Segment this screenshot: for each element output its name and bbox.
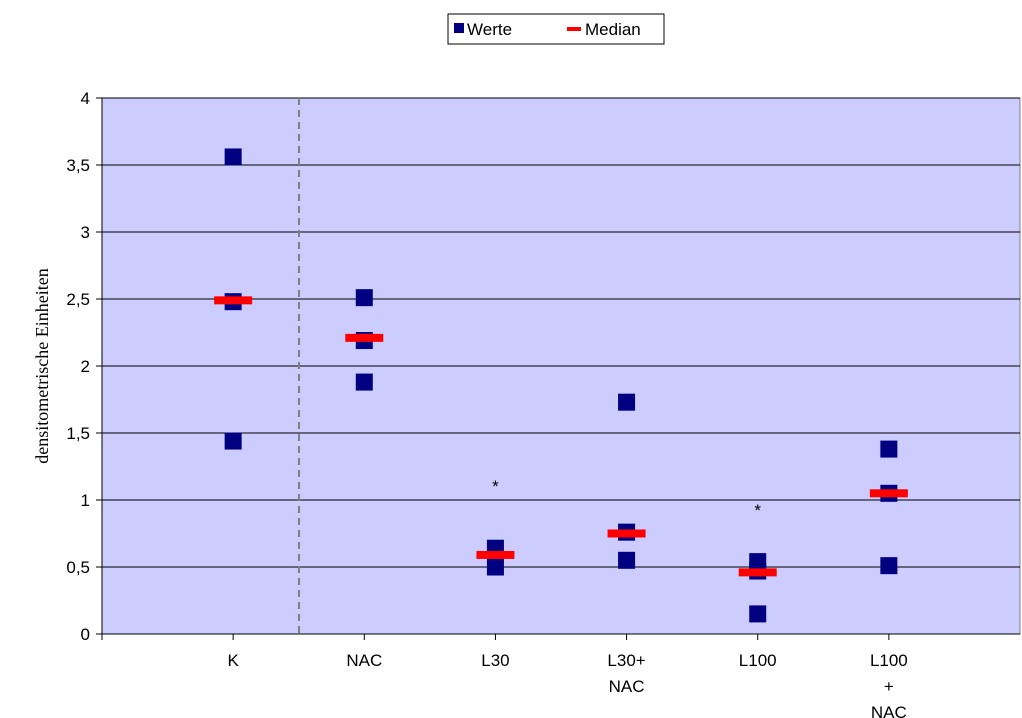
median-marks [214, 296, 908, 577]
werte-point [355, 289, 373, 307]
annotations: ** [492, 477, 761, 520]
legend-box [447, 13, 665, 45]
x-tick-label: L30 [481, 651, 509, 670]
y-tick-label: 1 [81, 491, 90, 510]
x-tick-label: + [884, 677, 894, 696]
y-tick-label: 0,5 [66, 558, 90, 577]
median-mark [738, 568, 777, 577]
legend-marker-median [567, 27, 581, 31]
x-tick-label: L100 [870, 651, 908, 670]
legend-label-median: Median [585, 20, 641, 39]
gridlines [102, 97, 1020, 568]
werte-point [224, 148, 242, 166]
werte-point [486, 558, 504, 576]
median-mark [607, 529, 646, 538]
median-mark [869, 489, 908, 498]
x-tick-label: NAC [346, 651, 382, 670]
x-tick-label: L30+ [607, 651, 645, 670]
x-ticks: K NAC L30 L30+ NAC L100 L100 + NAC [101, 634, 908, 718]
werte-point [880, 440, 898, 458]
y-tick-label: 2,5 [66, 290, 90, 309]
werte-point [355, 373, 373, 391]
y-axis-label: densitometrische Einheiten [32, 268, 52, 463]
x-tick-label: K [227, 651, 239, 670]
x-tick-label: L100 [739, 651, 777, 670]
y-tick-label: 4 [81, 89, 90, 108]
werte-point [618, 551, 636, 569]
werte-point [749, 605, 767, 623]
legend: Werte Median [447, 13, 665, 45]
y-tick-label: 3 [81, 223, 90, 242]
significance-marker: * [492, 477, 499, 496]
y-tick-label: 3,5 [66, 156, 90, 175]
significance-marker: * [754, 501, 761, 520]
y-tick-label: 2 [81, 357, 90, 376]
median-mark [345, 333, 384, 342]
werte-point [880, 557, 898, 575]
legend-marker-werte [454, 23, 464, 33]
y-tick-label: 1,5 [66, 424, 90, 443]
median-mark [214, 296, 253, 305]
y-tick-label: 0 [81, 625, 90, 644]
median-mark [476, 550, 515, 559]
x-tick-label: NAC [871, 703, 907, 718]
werte-point [618, 393, 636, 411]
x-tick-label: NAC [609, 677, 645, 696]
werte-point [224, 432, 242, 450]
legend-label-werte: Werte [467, 20, 512, 39]
y-ticks: 0 0,5 1 1,5 2 2,5 3 3,5 4 [66, 89, 102, 644]
